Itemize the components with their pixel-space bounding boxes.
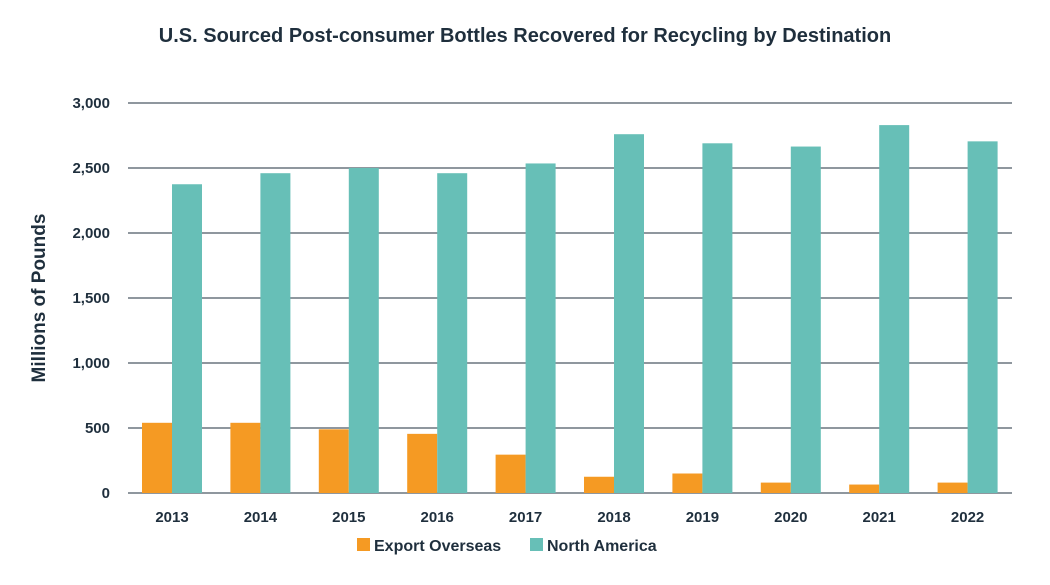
x-tick-label: 2017 <box>509 509 542 526</box>
y-tick-label: 2,000 <box>72 225 110 242</box>
bar-north-america-2013 <box>172 184 202 493</box>
legend: Export Overseas North America <box>357 538 657 555</box>
y-tick-label: 0 <box>102 485 110 502</box>
bar-north-america-2022 <box>967 141 998 493</box>
y-tick-label: 2,500 <box>72 160 110 177</box>
y-tick-label: 1,000 <box>72 355 110 372</box>
chart-title: U.S. Sourced Post-consumer Bottles Recov… <box>159 25 891 47</box>
bar-export-overseas-2014 <box>230 422 261 493</box>
bar-export-overseas-2019 <box>672 473 703 493</box>
y-tick-label: 500 <box>85 420 110 437</box>
x-tick-label: 2018 <box>597 509 630 526</box>
bar-north-america-2018 <box>614 134 644 493</box>
bar-north-america-2017 <box>525 163 556 493</box>
bar-export-overseas-2017 <box>495 454 526 493</box>
bars <box>142 125 998 494</box>
legend-swatch-export-overseas <box>357 538 370 551</box>
bar-export-overseas-2018 <box>584 476 614 493</box>
bar-export-overseas-2013 <box>142 422 172 493</box>
legend-label-export-overseas: Export Overseas <box>374 538 501 555</box>
x-tick-label: 2016 <box>421 509 454 526</box>
x-tick-label: 2015 <box>332 509 365 526</box>
bar-north-america-2021 <box>879 125 910 493</box>
bar-north-america-2019 <box>702 143 733 494</box>
bar-export-overseas-2021 <box>849 484 880 493</box>
bar-north-america-2020 <box>790 146 821 494</box>
bar-export-overseas-2020 <box>760 482 791 493</box>
x-tick-label: 2020 <box>774 509 807 526</box>
bar-north-america-2014 <box>260 173 291 493</box>
x-tick-label: 2022 <box>951 509 984 526</box>
bar-export-overseas-2016 <box>407 433 438 493</box>
legend-label-north-america: North America <box>547 538 657 555</box>
y-tick-label: 1,500 <box>72 290 110 307</box>
legend-swatch-north-america <box>530 538 543 551</box>
y-tick-label: 3,000 <box>72 95 110 112</box>
y-axis-ticks: 0 500 1,000 1,500 2,000 2,500 3,000 <box>72 95 110 502</box>
x-tick-label: 2021 <box>863 509 896 526</box>
y-axis-label: Millions of Pounds <box>29 214 50 383</box>
bar-north-america-2016 <box>437 173 468 493</box>
bar-export-overseas-2022 <box>937 482 968 493</box>
x-tick-label: 2013 <box>155 509 188 526</box>
x-tick-label: 2019 <box>686 509 719 526</box>
bar-export-overseas-2015 <box>318 429 349 493</box>
bar-north-america-2015 <box>348 168 379 493</box>
x-tick-label: 2014 <box>244 509 278 526</box>
x-axis-ticks: 2013 2014 2015 2016 2017 2018 2019 2020 2021 2022 <box>155 509 984 526</box>
